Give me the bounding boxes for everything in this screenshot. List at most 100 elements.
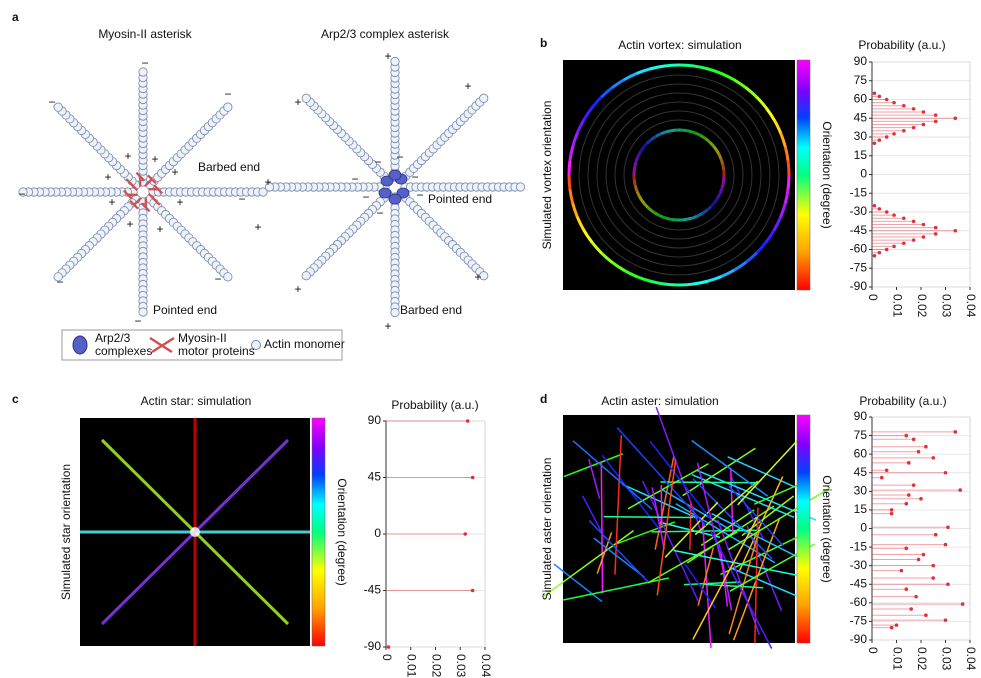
legend-text: Myosin-II — [178, 331, 227, 345]
point — [905, 434, 909, 438]
arp23-complex — [389, 170, 401, 180]
y-tick-label: -15 — [850, 539, 868, 553]
point — [907, 461, 911, 465]
x-tick-label: 0 — [866, 647, 880, 654]
vortex-arc — [569, 160, 570, 175]
aster-filament — [604, 517, 693, 518]
y-tick-label: 45 — [854, 110, 868, 124]
arp23-complex — [379, 188, 391, 198]
vortex-arc — [662, 216, 668, 218]
point — [890, 508, 894, 512]
colorbar — [312, 418, 325, 646]
x-axis-title: Probability (a.u.) — [859, 394, 946, 408]
point — [471, 589, 475, 593]
point — [909, 607, 913, 611]
polarity-sign: + — [176, 195, 183, 209]
actin-monomer — [302, 94, 310, 102]
y-tick-label: 60 — [854, 92, 868, 106]
point — [934, 113, 938, 117]
colorbar-label: Orientation (degree) — [820, 475, 834, 582]
polarity-sign: + — [254, 220, 261, 234]
y-tick-label: 0 — [374, 526, 381, 540]
y-tick-label: -45 — [364, 583, 382, 597]
y-tick-label: -60 — [850, 595, 868, 609]
y-tick-label: 15 — [854, 502, 868, 516]
y-tick-label: 90 — [854, 54, 868, 68]
y-tick-label: 90 — [368, 413, 382, 427]
point — [892, 245, 896, 249]
x-tick-label: 0.03 — [454, 654, 468, 678]
actin-monomer — [480, 94, 488, 102]
vortex-arc — [788, 175, 789, 190]
point — [905, 547, 909, 551]
polarity-sign: − — [134, 314, 141, 328]
panel-label: d — [540, 392, 547, 406]
point — [912, 238, 916, 242]
actin-monomer — [302, 272, 310, 280]
point — [878, 251, 882, 255]
point — [931, 576, 935, 580]
point — [873, 254, 877, 258]
point — [900, 569, 904, 573]
point — [892, 132, 896, 136]
polarity-sign: + — [171, 165, 178, 179]
vortex-arc — [722, 181, 723, 187]
vortex-arc — [685, 218, 691, 219]
polarity-sign: − — [362, 190, 369, 204]
colorbar-label: Orientation (degree) — [820, 121, 834, 228]
polarity-sign: + — [294, 282, 301, 296]
y-tick-label: 75 — [854, 428, 868, 442]
panel-label: a — [12, 10, 19, 24]
polarity-sign: + — [151, 152, 158, 166]
aster-filament — [661, 485, 662, 526]
y-tick-label: 60 — [854, 446, 868, 460]
polarity-sign: − — [374, 155, 381, 169]
polarity-sign: − — [48, 95, 55, 109]
point — [905, 587, 909, 591]
polarity-sign: − — [141, 56, 148, 70]
polarity-sign: − — [224, 87, 231, 101]
y-tick-label: -45 — [850, 223, 868, 237]
vortex-arc — [636, 158, 638, 164]
y-tick-label: -90 — [850, 279, 868, 293]
star-center — [190, 527, 200, 537]
point — [878, 207, 882, 211]
y-tick-label: -30 — [850, 558, 868, 572]
vortex-arc — [665, 65, 680, 66]
vortex-arc — [634, 163, 635, 169]
colorbar-label: Orientation (degree) — [335, 478, 349, 585]
point — [946, 525, 950, 529]
point — [890, 626, 894, 630]
point — [885, 135, 889, 139]
y-tick-label: -75 — [850, 260, 868, 274]
point — [902, 241, 906, 245]
vortex-arc — [635, 186, 637, 192]
point — [885, 468, 889, 472]
polarity-sign: − — [396, 150, 403, 164]
point — [912, 107, 916, 111]
legend-text: motor proteins — [178, 344, 255, 358]
point — [934, 120, 938, 124]
point — [944, 471, 948, 475]
point — [924, 445, 928, 449]
diagram-title: Arp2/3 complex asterisk — [321, 27, 450, 41]
polarity-sign: + — [464, 79, 471, 93]
vortex-arc — [788, 161, 789, 176]
point — [878, 95, 882, 99]
point — [934, 226, 938, 230]
polarity-sign: + — [474, 270, 481, 284]
y-tick-label: 0 — [860, 521, 867, 535]
point — [912, 220, 916, 224]
y-tick-label: 75 — [854, 73, 868, 87]
polarity-sign: + — [126, 217, 133, 231]
actin-monomer — [391, 57, 399, 65]
x-tick-label: 0 — [380, 654, 394, 661]
point — [931, 564, 935, 568]
point — [885, 248, 889, 252]
point — [912, 483, 916, 487]
polarity-sign: + — [384, 49, 391, 63]
vortex-arc — [664, 284, 679, 285]
x-tick-label: 0.03 — [939, 294, 953, 318]
annotation: Pointed end — [428, 192, 492, 206]
x-tick-label: 0.01 — [890, 294, 904, 318]
